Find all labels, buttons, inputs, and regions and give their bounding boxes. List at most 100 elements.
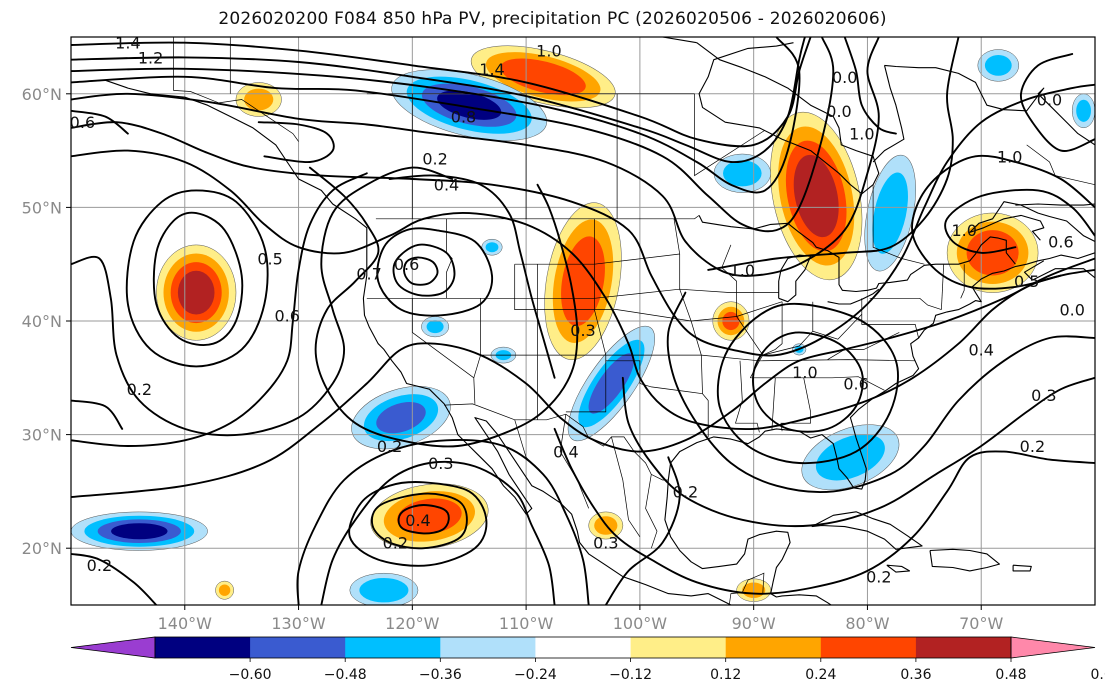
lon-tick-label: 100°W (613, 614, 668, 633)
colorbar-tick-label: 0.36 (900, 667, 931, 683)
precip-blob (470, 45, 616, 109)
colorbar-tick-label: −0.36 (419, 667, 462, 683)
colorbar-extend-max (1010, 636, 1096, 659)
lon-tick-label: 120°W (385, 614, 440, 633)
pv-contour (71, 37, 880, 277)
contour-label: 0.3 (428, 454, 453, 473)
pv-contour (71, 172, 368, 447)
colorbar-tick-label: −0.60 (229, 667, 272, 683)
coastline (929, 548, 1000, 572)
colorbar-segment (535, 637, 631, 658)
coastline (811, 511, 923, 550)
pv-contour (71, 166, 454, 437)
pv-contour (71, 257, 1095, 499)
coastline (1015, 203, 1095, 206)
colorbar-tick-label: −0.24 (514, 667, 557, 683)
political-border (411, 298, 476, 404)
precip-band (485, 242, 499, 253)
contour-label: 0.8 (451, 108, 476, 127)
contour-label: 0.0 (1059, 301, 1084, 320)
contour-label: 0.5 (257, 250, 282, 269)
pv-contour (707, 37, 960, 271)
precip-blob (71, 511, 208, 551)
precip-band (376, 401, 426, 434)
political-border (735, 360, 760, 433)
pv-contour (296, 439, 590, 605)
pv-contour (71, 37, 801, 194)
contour-label: 0.6 (1048, 233, 1073, 252)
pv-contour (257, 121, 335, 164)
precip-layer (71, 45, 1095, 605)
precip-band (397, 498, 462, 535)
colorbar-segment (725, 637, 822, 658)
colorbar-segment (440, 637, 536, 658)
colorbar-tick-label: 0.48 (995, 667, 1026, 683)
pv-contour (308, 166, 579, 448)
colorbar-segment (345, 637, 441, 658)
contour-label: 0.6 (70, 113, 95, 132)
contour-label: 1.0 (536, 42, 561, 61)
contour-label: 1.0 (792, 363, 817, 382)
pv-contour-labels: 1.41.2 1.01.40.6 0.80.40.20.50.60.7 0.60.31… (70, 34, 1085, 587)
pv-contour (553, 427, 1095, 595)
contour-label: 0.5 (1014, 272, 1039, 291)
pv-contour (752, 331, 864, 433)
pv-contour (71, 37, 835, 233)
contour-label: 0.0 (826, 102, 851, 121)
contour-label: 0.3 (593, 534, 618, 553)
coastline (71, 79, 732, 605)
lon-tick-label: 140°W (158, 614, 213, 633)
pv-contour (604, 456, 681, 605)
colorbar-segment (250, 637, 346, 658)
contour-label: 1.4 (479, 60, 504, 79)
political-border (446, 218, 453, 299)
pv-contour (71, 552, 158, 605)
precip-band (244, 88, 274, 111)
political-border (375, 215, 700, 220)
pv-contour (666, 291, 1095, 493)
colorbar-tick-label: 0.12 (710, 667, 741, 683)
colorbar-outline (154, 636, 1012, 659)
contour-label: 0.2 (673, 482, 698, 501)
coastline (662, 37, 697, 44)
pv-contour (152, 211, 244, 346)
lat-tick-label: 30°N (22, 426, 62, 445)
contour-label: 1.4 (115, 34, 140, 53)
political-border (762, 301, 783, 356)
lon-tick-label: 130°W (271, 614, 326, 633)
pv-contour (843, 37, 897, 135)
lat-tick-label: 20°N (22, 539, 62, 558)
lon-tick-label: 80°W (845, 614, 889, 633)
pv-contour (621, 376, 1095, 528)
pv-contour (911, 154, 1095, 290)
political-border (941, 264, 945, 310)
pv-contour (71, 149, 1095, 431)
political-border (173, 90, 299, 142)
coastline (969, 201, 1095, 242)
political-border (728, 572, 765, 605)
lon-tick-label: 110°W (499, 614, 554, 633)
pv-contour (1020, 53, 1095, 152)
political-border (366, 288, 779, 299)
precip-band (588, 353, 635, 414)
coastline (827, 288, 880, 305)
pv-contour (403, 256, 439, 286)
political-border (611, 436, 641, 537)
political-border (872, 184, 925, 265)
coastline (1012, 564, 1032, 572)
precip-band (359, 578, 409, 603)
pv-contour (71, 399, 124, 430)
colorbar-tick-label: −0.48 (324, 667, 367, 683)
coastline (872, 65, 905, 163)
political-border (869, 297, 942, 310)
precip-band (872, 172, 908, 254)
lat-tick-label: 50°N (22, 198, 62, 217)
pv-contour (71, 83, 1095, 357)
precip-blob (349, 572, 419, 605)
pv-contour (397, 504, 450, 535)
pv-contour (71, 109, 129, 135)
contour-label: 1.2 (138, 48, 163, 67)
precip-band (218, 584, 231, 596)
contour-label: 0.3 (570, 321, 595, 340)
political-border (750, 376, 885, 391)
